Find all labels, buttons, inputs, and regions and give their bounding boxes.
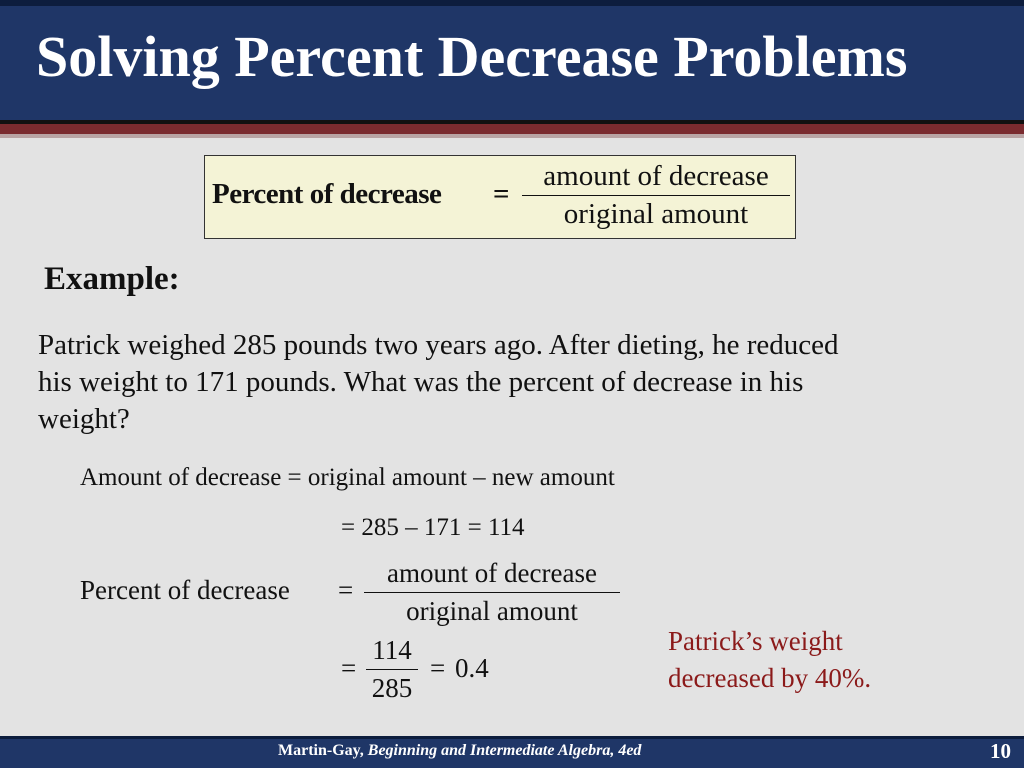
formula-label: Percent of decrease [212, 178, 442, 210]
calc-equals-2: = [430, 653, 446, 683]
problem-line-3: weight? [38, 403, 130, 435]
title-divider-red [0, 124, 1024, 134]
slide-title: Solving Percent Decrease Problems [36, 24, 908, 89]
answer-line-2: decreased by 40%. [668, 663, 872, 693]
formula-fraction: amount of decrease original amount [522, 162, 790, 229]
title-bar [0, 0, 1024, 120]
title-divider-dark [0, 120, 1024, 124]
footer-book: Beginning and Intermediate Algebra, 4ed [367, 742, 642, 759]
calc-fraction: 114 285 [366, 637, 418, 702]
example-heading: Example: [44, 261, 180, 297]
formula-box [204, 155, 796, 239]
solution-fraction: amount of decrease original amount [364, 560, 620, 625]
solution-equals: = [338, 575, 354, 605]
problem-line-1: Patrick weighed 285 pounds two years ago… [38, 329, 839, 361]
formula-denominator: original amount [563, 198, 749, 230]
solution-numerator: amount of decrease [387, 558, 597, 588]
formula-equals: = [493, 178, 510, 210]
solution-percent-label: Percent of decrease [80, 575, 290, 605]
footer-author: Martin-Gay, [278, 742, 364, 759]
footer-bar [0, 736, 1024, 768]
page-number: 10 [990, 739, 1011, 763]
calc-numerator: 114 [372, 635, 412, 665]
solution-line-1: Amount of decrease = original amount – n… [80, 464, 615, 491]
solution-denominator: original amount [406, 596, 578, 626]
formula-fraction-bar [522, 195, 790, 196]
calc-result: 0.4 [455, 653, 489, 683]
calc-denominator: 285 [371, 673, 413, 703]
problem-line-2: his weight to 171 pounds. What was the p… [38, 366, 804, 398]
solution-line-2: = 285 – 171 = 114 [341, 514, 525, 541]
title-divider-light [0, 134, 1024, 138]
formula-numerator: amount of decrease [543, 160, 769, 192]
solution-fraction-bar [364, 592, 620, 593]
footer-citation: Martin-Gay, Beginning and Intermediate A… [278, 743, 641, 759]
calc-fraction-bar [366, 669, 418, 670]
calc-equals-1: = [341, 653, 357, 683]
answer-line-1: Patrick’s weight [668, 626, 843, 656]
